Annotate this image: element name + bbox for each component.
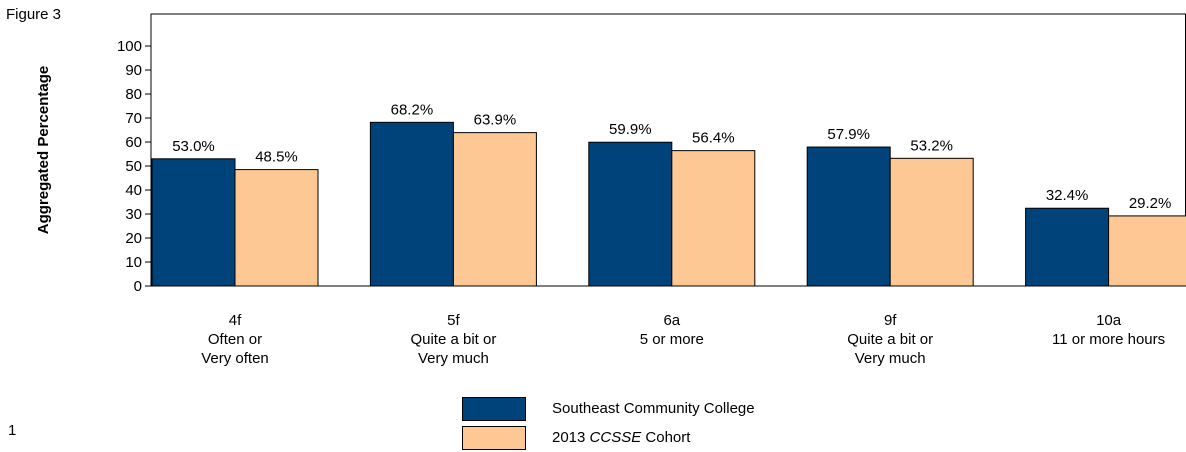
y-tick-label: 90 (125, 62, 142, 79)
y-tick-label: 0 (134, 278, 142, 295)
bar-series2-0 (234, 169, 319, 287)
legend-item-series1: Southeast Community College (462, 394, 755, 423)
category-label-3-line1: Quite a bit or (847, 331, 933, 348)
legend-label-series2-prefix: 2013 (552, 429, 590, 446)
value-label-series1-0: 53.0% (172, 138, 215, 155)
category-label-1-line0: 5f (447, 312, 460, 329)
value-label-series1-1: 68.2% (391, 101, 434, 118)
page-number: 1 (8, 422, 17, 439)
category-label-1-line2: Very much (418, 350, 489, 367)
legend-label-series2-suffix: Cohort (641, 429, 691, 446)
value-label-series2-1: 63.9% (474, 112, 517, 129)
chart-legend: Southeast Community College 2013 CCSSE C… (462, 394, 755, 452)
bar-series2-3 (889, 157, 974, 287)
y-tick-label: 100 (117, 38, 142, 55)
bar-series2-2 (671, 150, 756, 287)
category-label-0-line0: 4f (229, 312, 242, 329)
legend-label-series2-italic: CCSSE (589, 429, 642, 446)
legend-label-series2: 2013 CCSSE Cohort (552, 429, 690, 446)
bar-series1-4 (1025, 207, 1110, 287)
y-tick-label: 40 (125, 182, 142, 199)
category-label-2-line1: 5 or more (640, 331, 704, 348)
y-tick-label: 60 (125, 134, 142, 151)
bar-series1-0 (151, 158, 236, 287)
category-label-4-line1: 11 or more hours (1052, 331, 1165, 348)
legend-swatch-series2 (462, 425, 526, 450)
bar-series2-1 (452, 132, 537, 287)
figure-label: Figure 3 (6, 6, 62, 23)
value-label-series1-3: 57.9% (827, 126, 870, 143)
legend-label-series1: Southeast Community College (552, 400, 755, 417)
value-label-series2-0: 48.5% (255, 149, 298, 166)
bar-chart: 0 10 20 30 40 50 60 70 80 90 100 Aggregated Percent… (35, 13, 1186, 367)
y-tick-label: 50 (125, 158, 142, 175)
category-label-3-line2: Very much (855, 350, 926, 367)
category-label-2-line0: 6a (663, 312, 680, 329)
value-label-series2-4: 29.2% (1129, 195, 1172, 212)
legend-item-series2: 2013 CCSSE Cohort (462, 423, 755, 452)
bar-series1-2 (588, 141, 673, 287)
legend-swatch-series1 (462, 396, 526, 421)
category-label-0-line2: Very often (201, 350, 269, 367)
category-label-4-line0: 10a (1096, 312, 1122, 329)
bar-series1-1 (369, 121, 454, 287)
bar-series2-4 (1108, 215, 1186, 287)
y-tick-label: 30 (125, 206, 142, 223)
category-label-0-line1: Often or (208, 331, 262, 348)
y-tick-label: 10 (125, 254, 142, 271)
value-label-series2-3: 53.2% (910, 137, 953, 154)
y-tick-label: 80 (125, 86, 142, 103)
value-label-series1-4: 32.4% (1046, 187, 1089, 204)
value-label-series1-2: 59.9% (609, 121, 652, 138)
value-label-series2-2: 56.4% (692, 130, 735, 147)
category-label-3-line0: 9f (884, 312, 897, 329)
y-tick-label: 20 (125, 230, 142, 247)
category-label-1-line1: Quite a bit or (410, 331, 496, 348)
y-tick-label: 70 (125, 110, 142, 127)
y-axis-title: Aggregated Percentage (35, 66, 52, 234)
bar-series1-3 (806, 146, 891, 287)
